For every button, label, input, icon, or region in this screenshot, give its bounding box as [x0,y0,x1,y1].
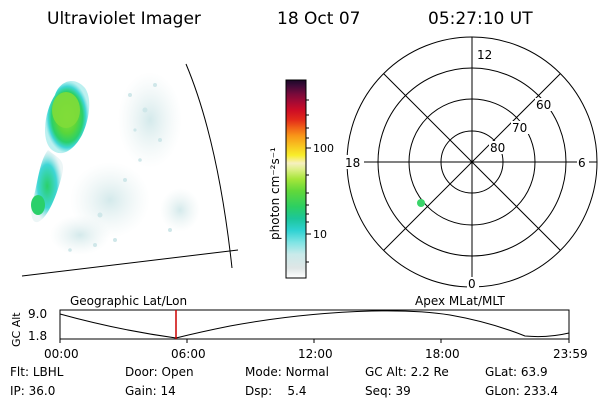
instrument-title: Ultraviolet Imager [47,9,201,29]
mlat-label-80: 80 [490,141,505,155]
seq-value: 39 [395,384,411,398]
mlt-label-0: 0 [468,277,476,291]
gc-alt-axis-label: GC Alt [10,312,23,347]
mlat-label-60: 60 [536,98,551,112]
x-axis-ticks [59,339,570,343]
colorbar [285,79,307,279]
gain-field: Gain: 14 [125,384,176,398]
dsp-field: Dsp: 5.4 [245,384,307,398]
x-tick-18: 18:00 [425,347,460,361]
gc-alt-value: 2.2 Re [410,365,449,379]
y-tick-9: 9.0 [28,307,47,321]
terminator-line [21,249,239,277]
x-tick-00: 00:00 [44,347,79,361]
glat-field: GLat: 63.9 [485,365,548,379]
flt-field: Flt: LBHL [10,365,64,379]
gc-alt-field: GC Alt: 2.2 Re [365,365,449,379]
door-field: Door: Open [125,365,194,379]
mode-field: Mode: Normal [245,365,329,379]
status-footer: Flt: LBHL Door: Open Mode: Normal GC Alt… [0,362,600,400]
colorbar-unit-label: photon cm⁻²s⁻¹ [268,147,282,240]
glon-field: GLon: 233.4 [485,384,558,398]
y-tick-1-8: 1.8 [28,329,47,343]
mlt-label-6: 6 [578,156,586,170]
mode-value: Normal [285,365,329,379]
glon-value: 233.4 [523,384,558,398]
dsp-value: 5.4 [287,384,307,398]
altitude-curve [59,310,570,339]
auroral-image [31,72,200,255]
colorbar-ticks [306,99,311,263]
x-tick-12: 12:00 [298,347,333,361]
colorbar-tick-100: 100 [313,142,334,155]
door-value: Open [161,365,194,379]
geographic-label: Geographic Lat/Lon [70,294,187,308]
colorbar-tick-10: 10 [313,228,327,241]
mlt-label-18: 18 [345,156,360,170]
polar-plot [346,36,598,288]
glat-value: 63.9 [520,365,548,379]
ip-field: IP: 36.0 [10,384,56,398]
observation-time: 05:27:10 UT [428,9,533,29]
observation-date: 18 Oct 07 [277,9,360,29]
ip-value: 36.0 [28,384,56,398]
x-tick-06: 06:00 [171,347,206,361]
apex-label: Apex MLat/MLT [415,294,505,308]
aurora-spot [417,199,425,207]
mlat-label-70: 70 [512,121,527,135]
gain-value: 14 [160,384,176,398]
flt-value: LBHL [32,365,64,379]
mlt-label-12: 12 [477,48,492,62]
earth-limb [185,63,233,269]
seq-field: Seq: 39 [365,384,411,398]
x-tick-2359: 23:59 [553,347,588,361]
